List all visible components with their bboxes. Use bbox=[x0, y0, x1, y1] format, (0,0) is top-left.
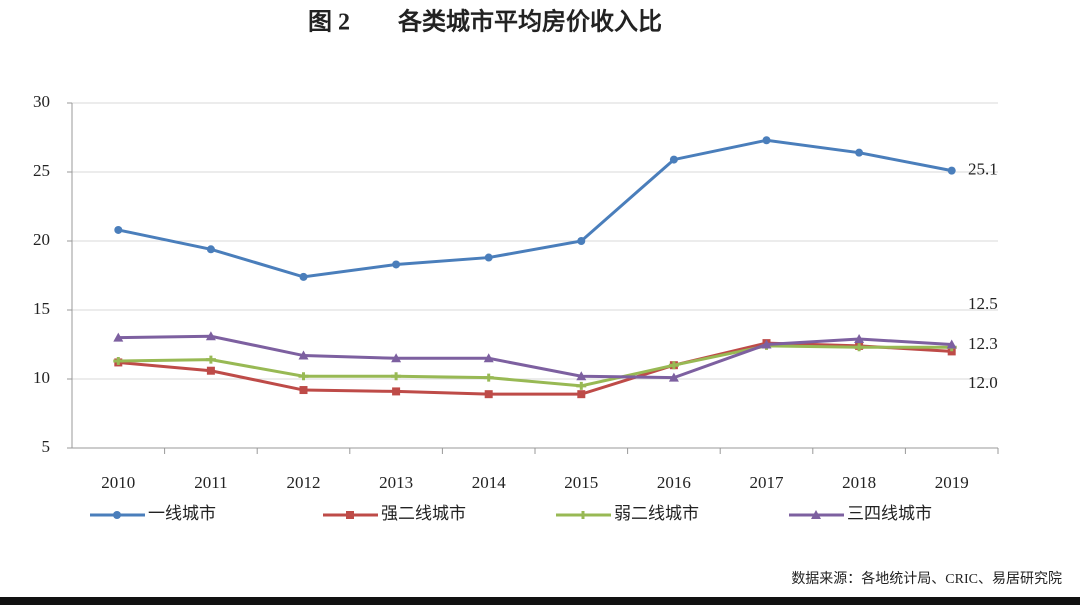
marker bbox=[484, 253, 493, 262]
marker bbox=[484, 390, 493, 399]
marker bbox=[206, 366, 215, 375]
marker bbox=[483, 373, 494, 382]
series-line bbox=[118, 344, 952, 388]
marker bbox=[205, 331, 216, 341]
x-tick-label: 2016 bbox=[657, 473, 691, 492]
y-tick-label: 10 bbox=[33, 368, 50, 387]
legend-label: 强二线城市 bbox=[381, 504, 466, 523]
marker bbox=[947, 166, 956, 175]
marker bbox=[483, 353, 494, 363]
series-line bbox=[118, 334, 952, 380]
x-tick-label: 2010 bbox=[101, 473, 135, 492]
marker bbox=[668, 372, 679, 382]
x-tick-label: 2019 bbox=[935, 473, 969, 492]
marker bbox=[576, 381, 587, 390]
source-note: 数据来源：各地统计局、CRIC、易居研究院 bbox=[791, 571, 1062, 587]
marker bbox=[299, 386, 308, 395]
marker bbox=[668, 361, 679, 370]
bottom-bar bbox=[0, 597, 1080, 605]
marker bbox=[392, 387, 401, 396]
x-tick-label: 2015 bbox=[564, 473, 598, 492]
marker bbox=[762, 136, 771, 145]
y-tick-label: 5 bbox=[42, 437, 51, 456]
marker bbox=[205, 355, 216, 364]
y-tick-label: 30 bbox=[33, 92, 50, 111]
legend-marker bbox=[578, 511, 588, 519]
marker bbox=[113, 357, 124, 366]
x-tick-label: 2018 bbox=[842, 473, 876, 492]
marker bbox=[947, 347, 956, 356]
y-tick-label: 25 bbox=[33, 161, 50, 180]
legend-marker bbox=[811, 510, 821, 519]
value-label: 12.5 bbox=[968, 294, 998, 313]
marker bbox=[391, 353, 402, 363]
marker bbox=[669, 155, 678, 164]
marker bbox=[113, 332, 124, 342]
legend-label: 一线城市 bbox=[148, 504, 216, 523]
legend-marker bbox=[113, 511, 121, 519]
marker bbox=[946, 339, 957, 349]
x-tick-label: 2017 bbox=[750, 473, 785, 492]
marker bbox=[298, 350, 309, 360]
value-label: 12.3 bbox=[968, 334, 998, 353]
series-line bbox=[117, 138, 952, 279]
marker bbox=[761, 339, 772, 349]
marker bbox=[854, 343, 865, 352]
x-tick-label: 2012 bbox=[287, 473, 321, 492]
marker bbox=[577, 390, 586, 399]
value-label: 12.0 bbox=[968, 373, 998, 392]
x-tick-label: 2011 bbox=[194, 473, 227, 492]
marker bbox=[392, 260, 401, 269]
legend-label: 弱二线城市 bbox=[614, 504, 699, 523]
marker bbox=[854, 333, 865, 343]
series-line bbox=[118, 341, 952, 396]
value-label: 25.1 bbox=[968, 160, 998, 179]
marker bbox=[114, 225, 123, 234]
x-tick-label: 2013 bbox=[379, 473, 413, 492]
marker bbox=[577, 237, 586, 245]
x-tick-label: 2014 bbox=[472, 473, 507, 492]
y-tick-label: 20 bbox=[33, 230, 50, 249]
marker bbox=[299, 272, 308, 281]
y-tick-label: 15 bbox=[33, 299, 50, 318]
legend-label: 三四线城市 bbox=[847, 504, 932, 523]
chart-title: 图 2 各类城市平均房价收入比 bbox=[308, 8, 662, 36]
marker bbox=[391, 372, 402, 381]
marker bbox=[855, 148, 864, 157]
marker bbox=[576, 371, 587, 381]
marker bbox=[206, 245, 215, 254]
legend-marker bbox=[346, 511, 354, 519]
marker bbox=[298, 372, 309, 381]
